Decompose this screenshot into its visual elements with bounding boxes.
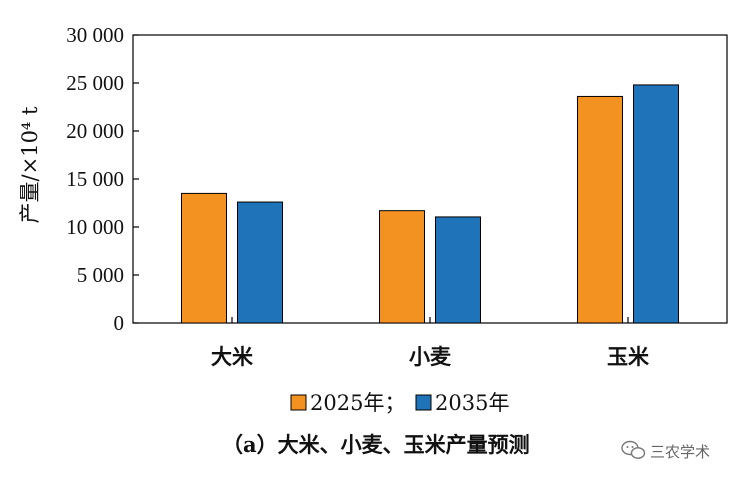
y-tick-label: 0 [114,311,125,335]
legend: 2025年； 2035年 [290,391,509,415]
bar-1-3 [577,95,623,324]
y-tick-label: 10 000 [66,215,124,239]
bar-2-1 [237,201,283,324]
legend-label-2035: 2035年 [435,391,509,415]
figure-caption: （a）大米、小麦、玉米产量预测 [222,432,530,457]
y-tick-label: 5 000 [77,263,124,287]
bar-2-2 [435,216,481,324]
y-axis: 0 5 000 10 000 15 000 20 000 25 000 30 000 [66,23,139,335]
legend-swatch-2035 [415,394,432,411]
x-axis: 大米 小麦 玉米 [211,317,650,369]
bar-1-2 [379,210,425,324]
x-tick-label: 小麦 [409,345,452,369]
y-axis-title: 产量/×10⁴ t [18,106,42,223]
watermark-text: 三农学术 [650,443,710,461]
bar-2-3 [633,84,679,324]
wechat-icon [621,440,646,459]
plot-area [132,34,728,324]
legend-label-2025: 2025年； [310,391,405,415]
x-tick-label: 大米 [211,345,254,369]
y-tick-label: 25 000 [66,71,124,95]
bar-1-1 [181,192,227,324]
x-tick-label: 玉米 [607,345,650,369]
watermark: 三农学术 [621,440,710,461]
y-tick-label: 15 000 [66,167,124,191]
legend-swatch-2025 [290,394,307,411]
y-tick-label: 20 000 [66,119,124,143]
y-tick-label: 30 000 [66,23,124,47]
